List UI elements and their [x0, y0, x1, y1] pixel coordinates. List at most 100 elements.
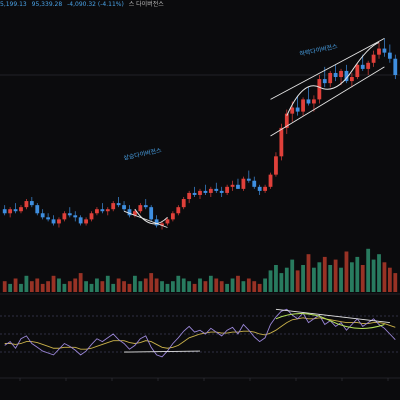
volume-bar: [322, 256, 327, 292]
volume-bar: [165, 283, 170, 292]
channel-upper-line: [270, 38, 385, 100]
volume-bar: [122, 281, 126, 292]
volume-bar: [57, 278, 61, 292]
candle-body: [35, 205, 40, 214]
volume-bar: [377, 254, 381, 292]
volume-bar: [241, 281, 246, 292]
close-value: 95,339.28: [31, 1, 63, 8]
volume-bar: [46, 281, 51, 292]
open-value: 5,199.13: [0, 1, 27, 8]
volume-bar: [333, 259, 338, 292]
candle-body: [40, 213, 45, 218]
volume-bar: [24, 275, 29, 292]
candle-body: [377, 48, 381, 55]
candle-body: [29, 201, 34, 206]
volume-bar: [328, 265, 333, 292]
candle-body: [317, 79, 322, 100]
candle-body: [290, 107, 295, 114]
volume-bar: [192, 283, 197, 292]
volume-bar: [214, 278, 219, 292]
candle-body: [355, 64, 360, 78]
volume-bar: [306, 254, 311, 292]
volume-bar: [176, 275, 181, 292]
candle-body: [149, 207, 154, 220]
candle-body: [13, 209, 18, 212]
candles: [2, 38, 398, 230]
volume-bar: [51, 275, 56, 292]
volume-bar: [95, 278, 99, 292]
candle-body: [111, 203, 116, 210]
candle-body: [312, 99, 316, 104]
candle-body: [284, 113, 289, 128]
candle-body: [8, 209, 13, 214]
volume-bar: [170, 281, 175, 292]
volume-bar: [225, 283, 230, 292]
candle-body: [203, 190, 208, 193]
volume-bar: [355, 256, 360, 292]
candle-body: [333, 72, 338, 78]
divergence-label-bearish: 하락다이버전스: [299, 42, 339, 58]
volume-bar: [284, 267, 289, 292]
candle-body: [252, 180, 257, 187]
candle-body: [387, 52, 392, 59]
candle-body: [219, 190, 224, 193]
candle-body: [241, 178, 246, 189]
volume-bar: [349, 262, 354, 292]
volume-bar: [219, 281, 224, 292]
volume-bar: [257, 283, 262, 292]
volume-bar: [295, 270, 300, 292]
indicator-title: 스 다이버전스: [128, 1, 164, 8]
volume-bar: [366, 248, 371, 292]
volume-bar: [203, 281, 208, 292]
volume-bar: [252, 281, 257, 292]
candle-body: [122, 205, 126, 210]
volume-bar: [100, 281, 105, 292]
volume-bars: [2, 248, 398, 292]
volume-bar: [387, 267, 392, 292]
candle-body: [301, 99, 305, 112]
volume-bar: [187, 281, 192, 292]
candle-body: [268, 174, 273, 187]
candle-body: [349, 77, 354, 82]
volume-bar: [105, 275, 110, 292]
candle-body: [57, 219, 61, 224]
volume-bar: [2, 281, 7, 292]
volume-bar: [35, 278, 40, 292]
volume-bar: [133, 275, 137, 292]
volume-bar: [198, 278, 202, 292]
candle-body: [187, 192, 192, 200]
volume-bar: [160, 281, 164, 292]
candle-body: [46, 217, 51, 220]
osc-resistance-line: [275, 308, 390, 324]
volume-bar: [371, 259, 376, 292]
candle-body: [62, 213, 67, 220]
volume-bar: [78, 273, 83, 292]
volume-bar: [181, 278, 186, 292]
candle-body: [170, 213, 175, 220]
volume-bar: [89, 283, 94, 292]
candle-body: [138, 205, 143, 212]
volume-bar: [67, 281, 72, 292]
volume-bar: [149, 273, 154, 292]
osc-signal-line: [4, 317, 396, 350]
candle-body: [127, 209, 132, 216]
candle-body: [344, 70, 349, 82]
candle-body: [73, 215, 78, 218]
candle-body: [208, 188, 213, 193]
volume-bar: [382, 262, 387, 292]
candle-body: [154, 219, 159, 226]
candle-body: [279, 127, 284, 157]
price-header: 5,199.13 95,339.28 -4,090.32 (-4.11%) 스 …: [0, 0, 400, 10]
volume-bar: [312, 267, 316, 292]
candle-body: [295, 107, 300, 112]
candle-body: [328, 72, 333, 84]
volume-bar: [138, 281, 143, 292]
candle-body: [176, 207, 181, 214]
candle-body: [192, 192, 197, 195]
volume-bar: [13, 278, 18, 292]
candle-body: [306, 99, 311, 104]
change-value: -4,090.32 (-4.11%): [67, 1, 124, 8]
volume-bar: [208, 275, 213, 292]
